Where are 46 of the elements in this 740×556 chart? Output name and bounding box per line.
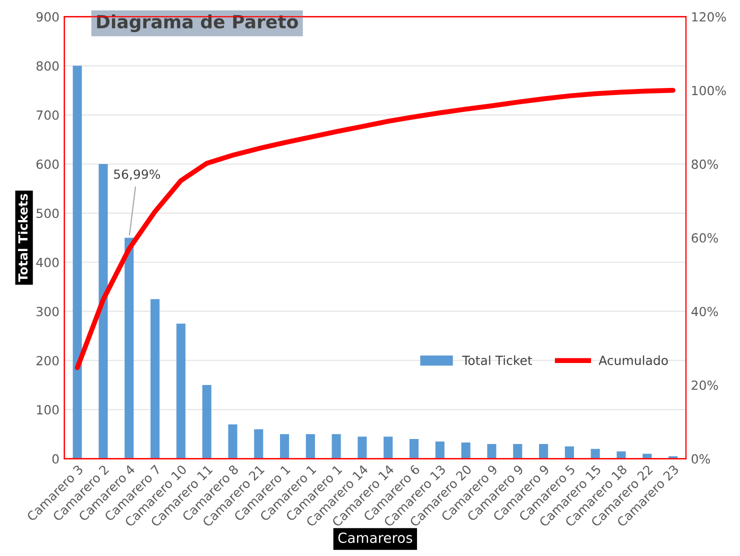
y2-tick-label: 80% (692, 159, 718, 169)
y2-tick-label: 40% (691, 306, 718, 316)
y-tick-label: 700 (36, 110, 59, 120)
bar (384, 436, 393, 459)
legend-label: Acumulado (598, 355, 668, 366)
y-tick-label: 100 (37, 405, 59, 415)
y-tick-label: 400 (36, 258, 59, 268)
bar (98, 164, 108, 459)
bar (461, 442, 470, 459)
bar (124, 238, 134, 459)
bar (539, 444, 548, 459)
bar (306, 434, 315, 459)
chart-title: Diagrama de Pareto (97, 14, 298, 32)
bar (564, 446, 574, 459)
bar (616, 451, 626, 459)
bar (72, 66, 82, 459)
annotation: 56,99% (114, 169, 160, 180)
bar (280, 434, 290, 459)
bar (150, 299, 160, 459)
y2-tick-label: 20% (692, 380, 718, 390)
y2-tick-label: 120% (692, 12, 726, 22)
y-axis-title: Total Tickets (18, 194, 28, 282)
y2-tick-label: 100% (692, 86, 726, 96)
y-tick-label: 900 (36, 12, 59, 22)
bar (228, 424, 238, 459)
y-tick-label: 800 (36, 61, 59, 71)
bar (487, 444, 496, 459)
bar (358, 436, 367, 459)
bar (590, 448, 600, 459)
bar (254, 429, 264, 459)
bar (176, 324, 186, 459)
bar (202, 385, 212, 459)
y-tick-label: 200 (36, 356, 59, 366)
bar (410, 439, 419, 459)
y2-tick-label: 60% (692, 233, 718, 243)
bar (513, 444, 522, 459)
line-series (74, 88, 676, 370)
bar (332, 434, 341, 459)
y2-tick-label: 0% (692, 454, 710, 464)
y-tick-label: 500 (36, 208, 59, 218)
y-tick-label: 600 (36, 159, 59, 169)
legend-label: Total Ticket (462, 355, 532, 366)
x-axis-title: Camareros (338, 532, 412, 544)
bar (435, 442, 444, 459)
y-tick-label: 300 (36, 306, 59, 316)
y-tick-label: 0 (52, 454, 59, 464)
